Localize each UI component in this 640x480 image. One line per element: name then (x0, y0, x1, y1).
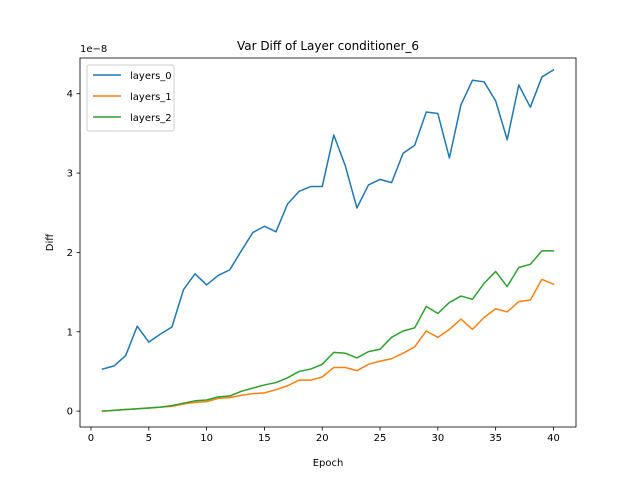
axes-frame (79, 57, 577, 428)
y-scale-label: 1e−8 (80, 44, 107, 55)
series-line-layers_2 (101, 250, 555, 412)
y-tick-label: 3 (67, 169, 73, 180)
series-line-layers_0 (101, 68, 555, 370)
legend-label-layers_2: layers_2 (130, 113, 172, 124)
y-tick-label: 4 (67, 89, 73, 100)
legend-box (86, 64, 175, 132)
x-tick-label: 5 (146, 433, 152, 444)
legend: layers_0 layers_1 layers_2 (86, 64, 175, 132)
chart-title: Var Diff of Layer conditioner_6 (237, 39, 419, 53)
x-axis-label: Epoch (313, 458, 344, 469)
x-tick-label: 10 (200, 433, 213, 444)
legend-label-layers_1: layers_1 (130, 92, 172, 103)
x-tick-label: 30 (431, 433, 444, 444)
x-tick-label: 0 (88, 433, 94, 444)
series-line-layers_1 (101, 278, 555, 412)
x-tick-label: 40 (547, 433, 560, 444)
y-tick-label: 1 (67, 327, 73, 338)
x-tick-label: 20 (316, 433, 329, 444)
x-tick-label: 15 (258, 433, 271, 444)
series-layer (101, 68, 555, 412)
y-axis-label: Diff (45, 233, 56, 251)
y-tick-label: 0 (67, 407, 73, 418)
y-tick-label: 2 (67, 248, 73, 259)
legend-label-layers_0: layers_0 (130, 71, 172, 82)
x-tick-label: 35 (489, 433, 502, 444)
x-tick-label: 25 (374, 433, 387, 444)
axes-layer: 0 5 10 15 20 25 30 35 40 0 1 2 3 4 (67, 57, 577, 444)
